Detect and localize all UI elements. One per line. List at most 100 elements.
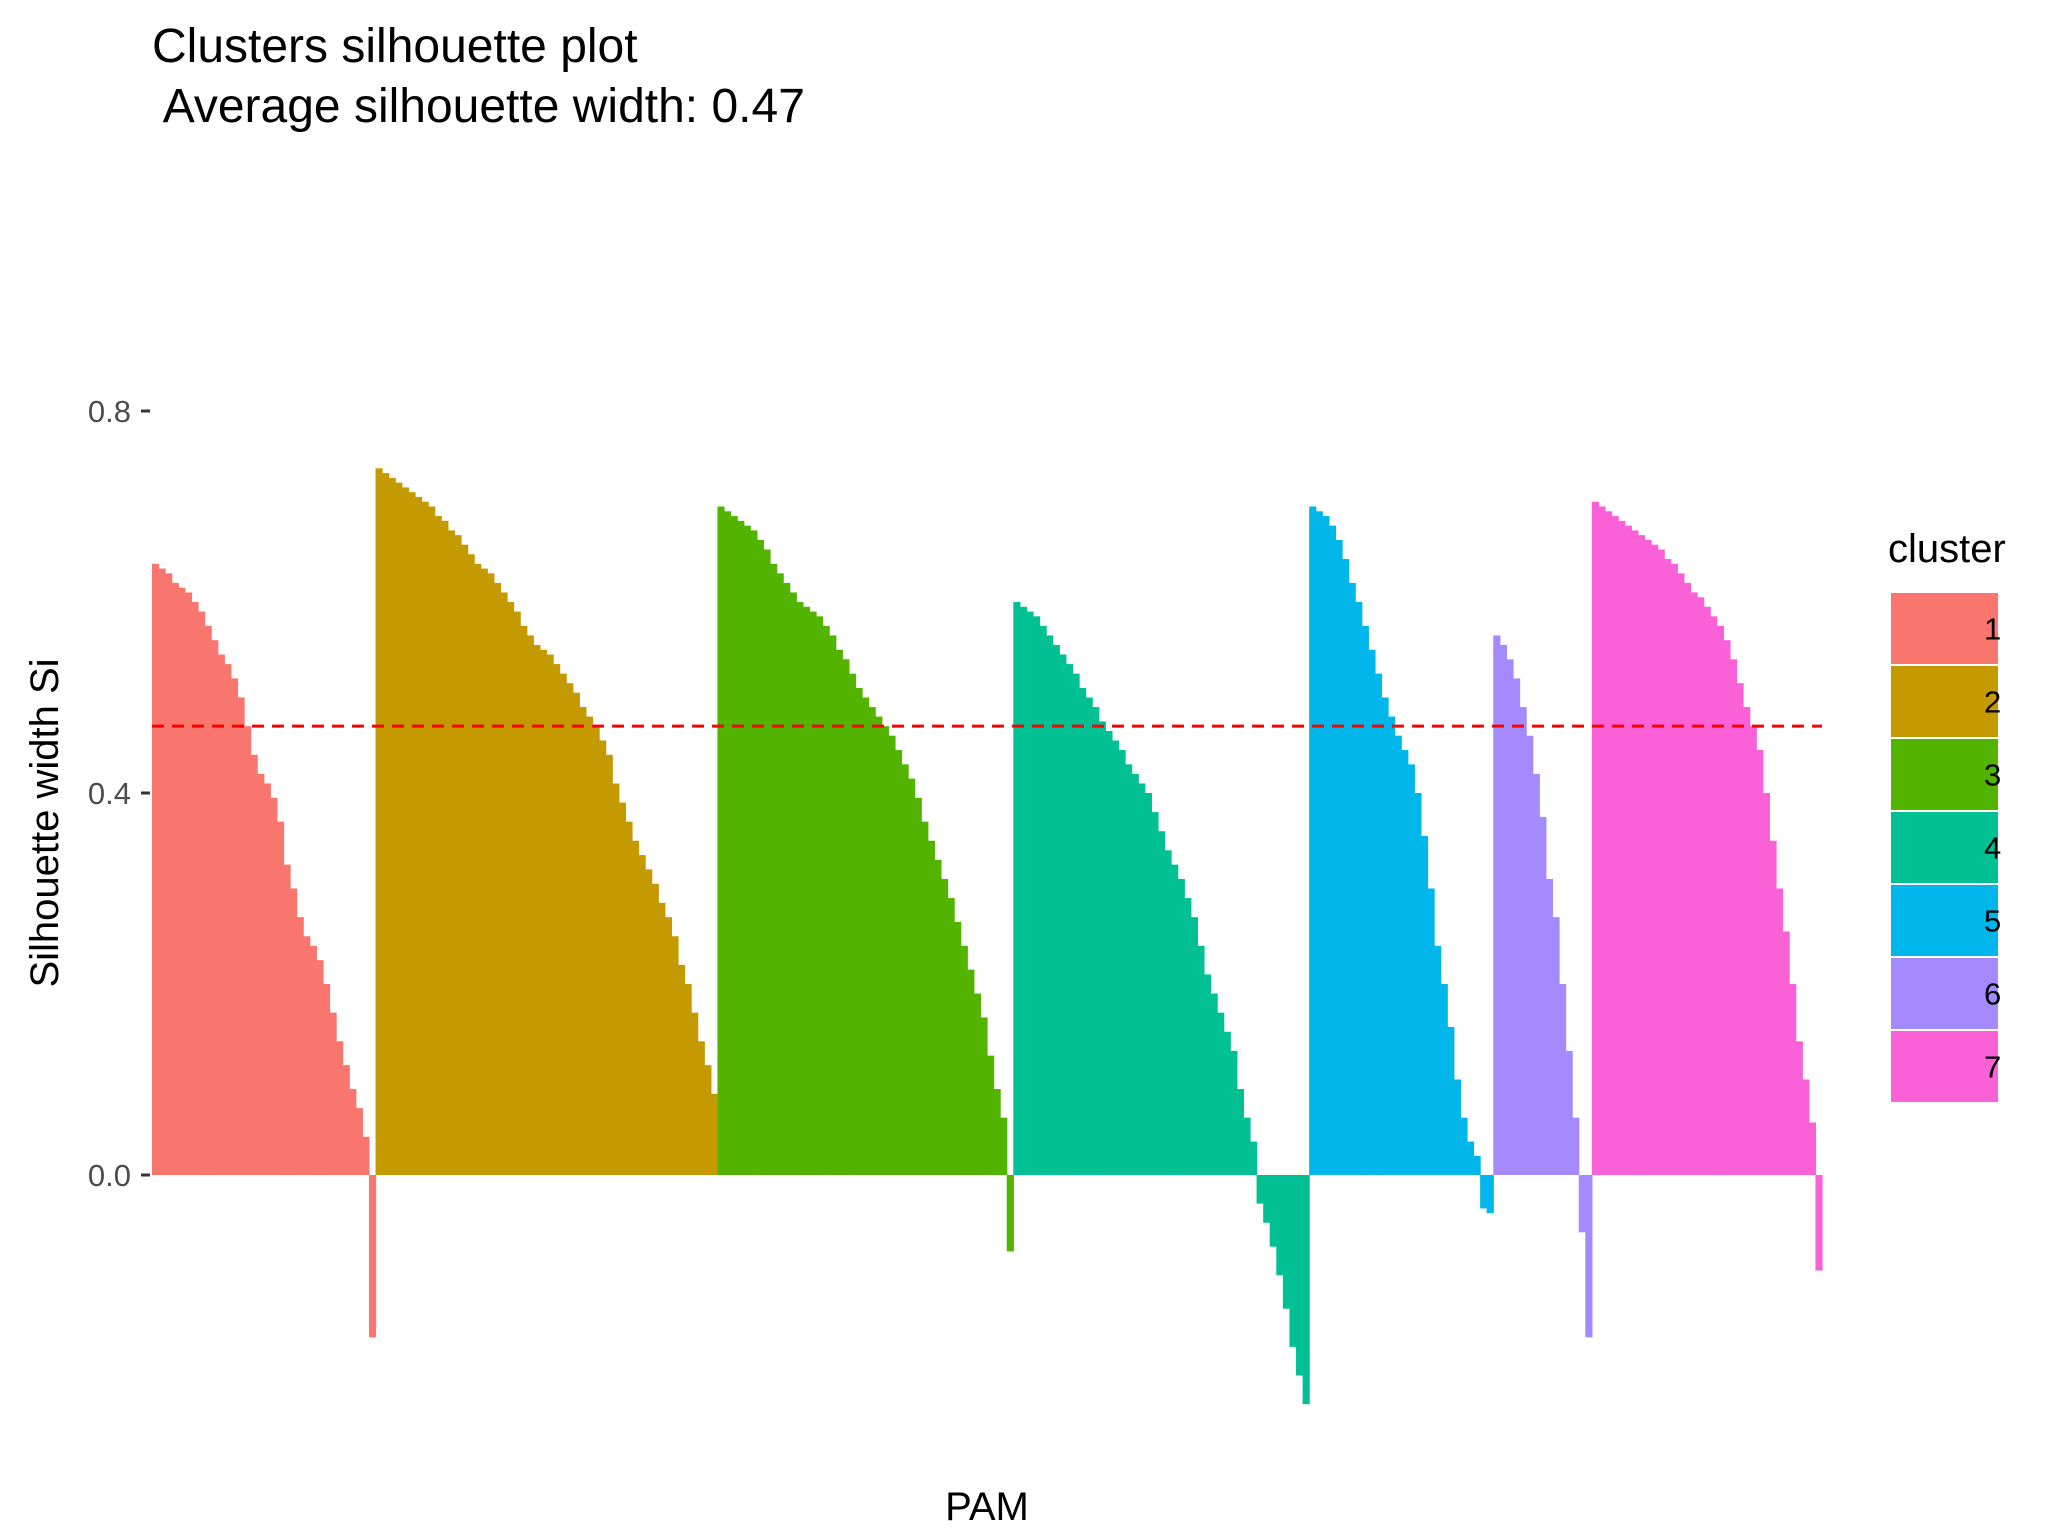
- legend-label-6: 6: [1984, 977, 2001, 1012]
- cluster-5-bar-4: [1328, 525, 1337, 1175]
- cluster-4-bar-12: [1085, 697, 1093, 1175]
- cluster-7-bar-18: [1703, 606, 1711, 1175]
- cluster-7-bar-11: [1657, 549, 1665, 1175]
- cluster-2-bar-6: [408, 492, 416, 1175]
- cluster-1-bar-18: [263, 783, 271, 1175]
- cluster-7-bar-17: [1697, 597, 1705, 1175]
- cluster-3-bar-28: [894, 750, 903, 1175]
- cluster-1-bar-28: [329, 1012, 337, 1175]
- cluster-3-bar-26: [881, 726, 889, 1175]
- cluster-7-bar-2: [1598, 506, 1606, 1175]
- cluster-1-bar-23: [296, 917, 304, 1175]
- cluster-2-bar-29: [559, 673, 567, 1176]
- cluster-2-bar-27: [546, 654, 554, 1175]
- cluster-5-bar-11: [1374, 673, 1383, 1176]
- cluster-3-bar-39: [967, 969, 975, 1175]
- cluster-1-bar-19: [270, 797, 278, 1175]
- cluster-3-bar-7: [756, 539, 765, 1175]
- cluster-3-bar-31: [914, 797, 922, 1175]
- chart-title: Clusters silhouette plot: [152, 20, 638, 73]
- cluster-5-bar-16: [1407, 764, 1415, 1175]
- cluster-5-bar-3: [1322, 516, 1330, 1175]
- cluster-2-bar-7: [414, 496, 423, 1175]
- legend-title: cluster: [1888, 527, 2006, 571]
- cluster-3-bar-30: [908, 778, 916, 1175]
- legend-label-4: 4: [1984, 831, 2001, 866]
- cluster-3-bar-38: [960, 945, 968, 1175]
- cluster-2-bar-35: [599, 740, 607, 1175]
- cluster-7-bar-1: [1591, 501, 1600, 1176]
- cluster-2-bar-11: [441, 520, 449, 1175]
- cluster-4-bar-42: [1282, 1175, 1291, 1309]
- cluster-3-bar-11: [783, 582, 791, 1175]
- cluster-6-bar-6: [1526, 735, 1534, 1175]
- cluster-5-bar-6: [1342, 559, 1350, 1175]
- cluster-3-bar-9: [770, 563, 778, 1175]
- cluster-4-bar-6: [1046, 635, 1054, 1175]
- cluster-3-bar-1: [717, 506, 725, 1175]
- cluster-4-bar-36: [1243, 1117, 1251, 1175]
- cluster-4-bar-35: [1236, 1089, 1245, 1175]
- cluster-2-bar-45: [664, 917, 672, 1175]
- cluster-6-bar-3: [1506, 659, 1514, 1175]
- cluster-3-bar-37: [954, 921, 962, 1175]
- cluster-1-bar-12: [224, 664, 232, 1175]
- cluster-5-bar-7: [1348, 582, 1356, 1175]
- cluster-5-bar-14: [1394, 735, 1402, 1175]
- cluster-3-bar-12: [789, 592, 797, 1175]
- cluster-3-bar-44: [1000, 1117, 1008, 1175]
- cluster-7-bar-3: [1605, 511, 1613, 1175]
- cluster-1-bar-29: [336, 1041, 344, 1175]
- cluster-2-bar-39: [625, 821, 633, 1175]
- cluster-1-bar-21: [283, 864, 291, 1176]
- cluster-2-bar-34: [592, 726, 600, 1175]
- cluster-2-bar-14: [461, 544, 469, 1175]
- cluster-4-bar-25: [1171, 864, 1179, 1176]
- cluster-4-bar-17: [1118, 750, 1126, 1175]
- cluster-2-bar-20: [500, 592, 508, 1175]
- y-tick-label: 0.0: [88, 1158, 131, 1193]
- cluster-7-bar-23: [1736, 683, 1744, 1175]
- cluster-1-bar-16: [250, 754, 258, 1175]
- cluster-2-bar-3: [388, 477, 396, 1176]
- cluster-4-bar-34: [1230, 1050, 1238, 1175]
- cluster-4-bar-29: [1197, 945, 1205, 1175]
- cluster-4-bar-20: [1138, 783, 1146, 1175]
- cluster-4-bar-22: [1151, 812, 1159, 1175]
- cluster-2-bar-31: [572, 692, 580, 1175]
- cluster-3-bar-41: [980, 1017, 988, 1175]
- cluster-6-bar-10: [1552, 917, 1560, 1175]
- cluster-3-bar-33: [927, 840, 935, 1175]
- cluster-1-bar-27: [322, 984, 331, 1175]
- y-tick-label: 0.8: [88, 394, 131, 429]
- cluster-1-bar-2: [158, 568, 166, 1175]
- cluster-3-bar-18: [829, 635, 837, 1175]
- cluster-7-bar-26: [1756, 750, 1764, 1175]
- cluster-1-bar-6: [184, 592, 193, 1175]
- cluster-1-bar-26: [316, 960, 324, 1176]
- cluster-5-bar-21: [1440, 984, 1448, 1175]
- cluster-7-bar-12: [1664, 559, 1672, 1175]
- cluster-3-bar-15: [809, 611, 817, 1175]
- cluster-1-bar-11: [217, 654, 225, 1175]
- cluster-3-bar-35: [940, 878, 949, 1175]
- cluster-5-bar-23: [1453, 1079, 1461, 1175]
- cluster-4-bar-18: [1125, 764, 1133, 1175]
- cluster-5-bar-9: [1361, 625, 1369, 1176]
- cluster-2-bar-32: [579, 707, 587, 1175]
- cluster-7-bar-6: [1624, 525, 1632, 1175]
- cluster-2-bar-13: [454, 535, 462, 1175]
- cluster-2-bar-23: [520, 625, 528, 1176]
- cluster-1-bar-24: [303, 936, 311, 1175]
- cluster-3-bar-14: [802, 606, 811, 1175]
- chart-subtitle: Average silhouette width: 0.47: [152, 80, 805, 133]
- cluster-7-bar-10: [1651, 544, 1659, 1175]
- cluster-1-bar-17: [257, 773, 265, 1175]
- cluster-3-bar-24: [868, 707, 876, 1175]
- cluster-3-bar-32: [921, 821, 929, 1175]
- cluster-2-bar-46: [671, 936, 679, 1175]
- cluster-7-bar-19: [1710, 616, 1718, 1175]
- cluster-3-bar-45: [1006, 1175, 1014, 1252]
- cluster-7-bar-35: [1815, 1175, 1823, 1271]
- cluster-6-bar-11: [1559, 984, 1567, 1175]
